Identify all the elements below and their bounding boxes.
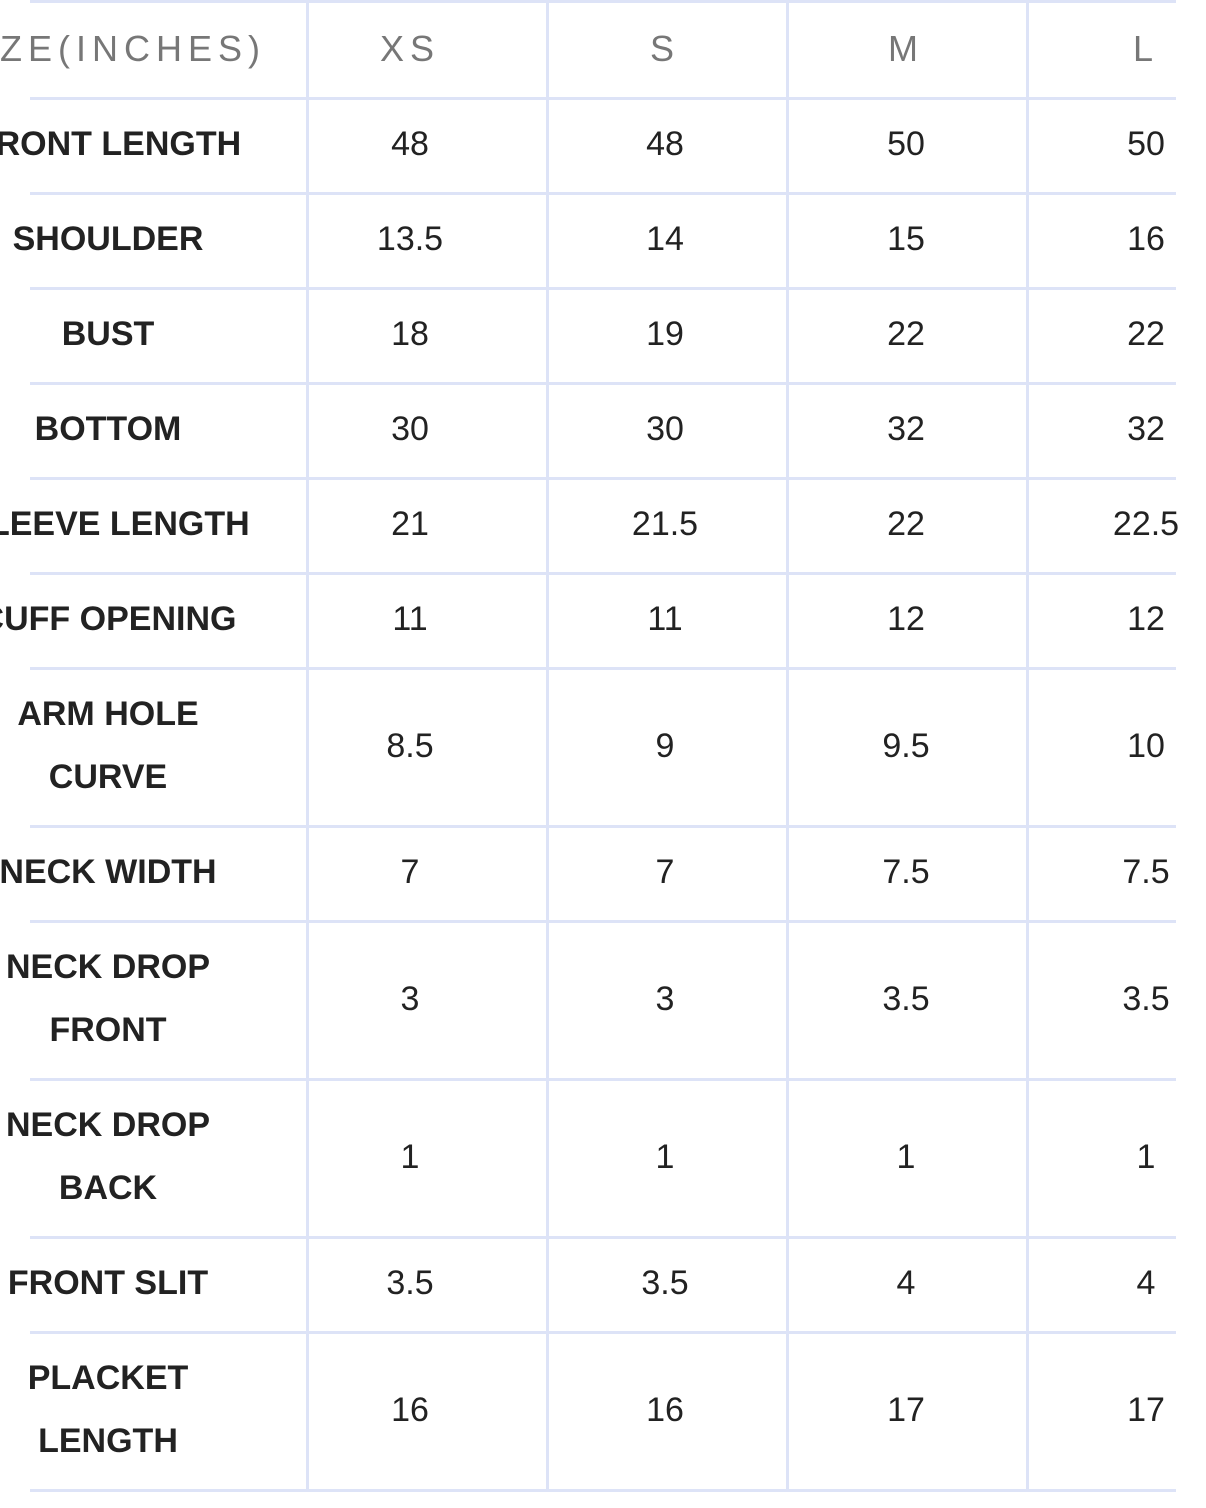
measurement-value-xs: 48 xyxy=(391,125,429,163)
row-divider xyxy=(30,477,1176,480)
column-divider xyxy=(1026,0,1029,1492)
measurement-value-l: 10 xyxy=(1127,726,1165,765)
column-divider xyxy=(546,0,549,1492)
row-divider xyxy=(30,1236,1176,1239)
row-label: PLACKET LENGTH xyxy=(27,1359,189,1460)
measurement-value-xs: 11 xyxy=(392,600,428,638)
measurement-value-s: 11 xyxy=(647,600,683,638)
measurement-value-s: 3.5 xyxy=(641,1264,689,1302)
header-size-xs: XS xyxy=(379,27,441,69)
measurement-value-l: 22.5 xyxy=(1112,505,1180,543)
measurement-value-xs: 8.5 xyxy=(386,726,434,765)
row-label: CUFF OPENING xyxy=(0,600,237,638)
column-divider xyxy=(786,0,789,1492)
row-divider xyxy=(30,287,1176,290)
row-label: FRONT LENGTH xyxy=(0,125,242,163)
header-size-m: M xyxy=(888,27,924,69)
measurement-value-l: 3.5 xyxy=(1122,979,1170,1018)
measurement-value-xs: 7 xyxy=(400,853,420,891)
measurement-value-l: 4 xyxy=(1136,1264,1156,1302)
measurement-value-m: 17 xyxy=(887,1390,925,1429)
measurement-value-l: 50 xyxy=(1127,125,1165,163)
measurement-value-m: 4 xyxy=(896,1264,916,1302)
row-label: BUST xyxy=(61,315,155,353)
measurement-value-s: 9 xyxy=(655,726,675,765)
measurement-value-m: 9.5 xyxy=(882,726,930,765)
row-label: SHOULDER xyxy=(12,220,204,258)
measurement-value-xs: 1 xyxy=(400,1137,420,1176)
row-divider xyxy=(30,825,1176,828)
measurement-value-s: 19 xyxy=(646,315,684,353)
measurement-value-m: 22 xyxy=(887,505,925,543)
measurement-value-s: 21.5 xyxy=(631,505,699,543)
measurement-value-s: 7 xyxy=(655,853,675,891)
measurement-value-m: 3.5 xyxy=(882,979,930,1018)
row-divider xyxy=(30,1331,1176,1334)
row-divider xyxy=(30,667,1176,670)
header-size-l: L xyxy=(1132,27,1160,69)
row-divider xyxy=(30,1078,1176,1081)
row-label: ARM HOLE CURVE xyxy=(17,695,199,796)
measurement-value-l: 7.5 xyxy=(1122,853,1170,891)
measurement-value-xs: 21 xyxy=(391,505,429,543)
row-label: NECK DROP FRONT xyxy=(5,948,211,1049)
row-divider xyxy=(30,192,1176,195)
measurement-value-l: 32 xyxy=(1127,410,1165,448)
row-label: SLEEVE LENGTH xyxy=(0,505,250,543)
measurement-value-l: 16 xyxy=(1127,220,1165,258)
header-size-s: S xyxy=(649,27,680,69)
measurement-value-l: 12 xyxy=(1127,600,1165,638)
measurement-value-xs: 30 xyxy=(391,410,429,448)
measurement-value-s: 3 xyxy=(655,979,675,1018)
measurement-value-s: 14 xyxy=(646,220,684,258)
measurement-value-m: 50 xyxy=(887,125,925,163)
row-divider xyxy=(30,1489,1176,1492)
measurement-value-xs: 13.5 xyxy=(376,220,444,258)
measurement-value-xs: 3.5 xyxy=(386,1264,434,1302)
measurement-value-xs: 18 xyxy=(391,315,429,353)
column-divider xyxy=(306,0,309,1492)
measurement-value-m: 22 xyxy=(887,315,925,353)
row-divider xyxy=(30,0,1176,3)
row-label: NECK WIDTH xyxy=(0,853,217,891)
measurement-value-s: 48 xyxy=(646,125,684,163)
measurement-value-s: 30 xyxy=(646,410,684,448)
row-divider xyxy=(30,920,1176,923)
measurement-value-s: 16 xyxy=(646,1390,684,1429)
measurement-value-m: 32 xyxy=(887,410,925,448)
row-label: FRONT SLIT xyxy=(7,1264,209,1302)
measurement-value-s: 1 xyxy=(655,1137,675,1176)
row-divider xyxy=(30,382,1176,385)
measurement-value-m: 15 xyxy=(887,220,925,258)
row-label: NECK DROP BACK xyxy=(5,1106,211,1207)
measurement-value-l: 1 xyxy=(1136,1137,1156,1176)
measurement-value-l: 17 xyxy=(1127,1390,1165,1429)
measurement-value-m: 12 xyxy=(887,600,925,638)
row-divider xyxy=(30,572,1176,575)
row-divider xyxy=(30,97,1176,100)
measurement-value-xs: 3 xyxy=(400,979,420,1018)
measurement-value-m: 7.5 xyxy=(882,853,930,891)
measurement-value-m: 1 xyxy=(896,1137,916,1176)
measurement-value-l: 22 xyxy=(1127,315,1165,353)
row-label: BOTTOM xyxy=(34,410,182,448)
measurement-value-xs: 16 xyxy=(391,1390,429,1429)
header-label: SIZE(INCHES) xyxy=(0,27,266,69)
